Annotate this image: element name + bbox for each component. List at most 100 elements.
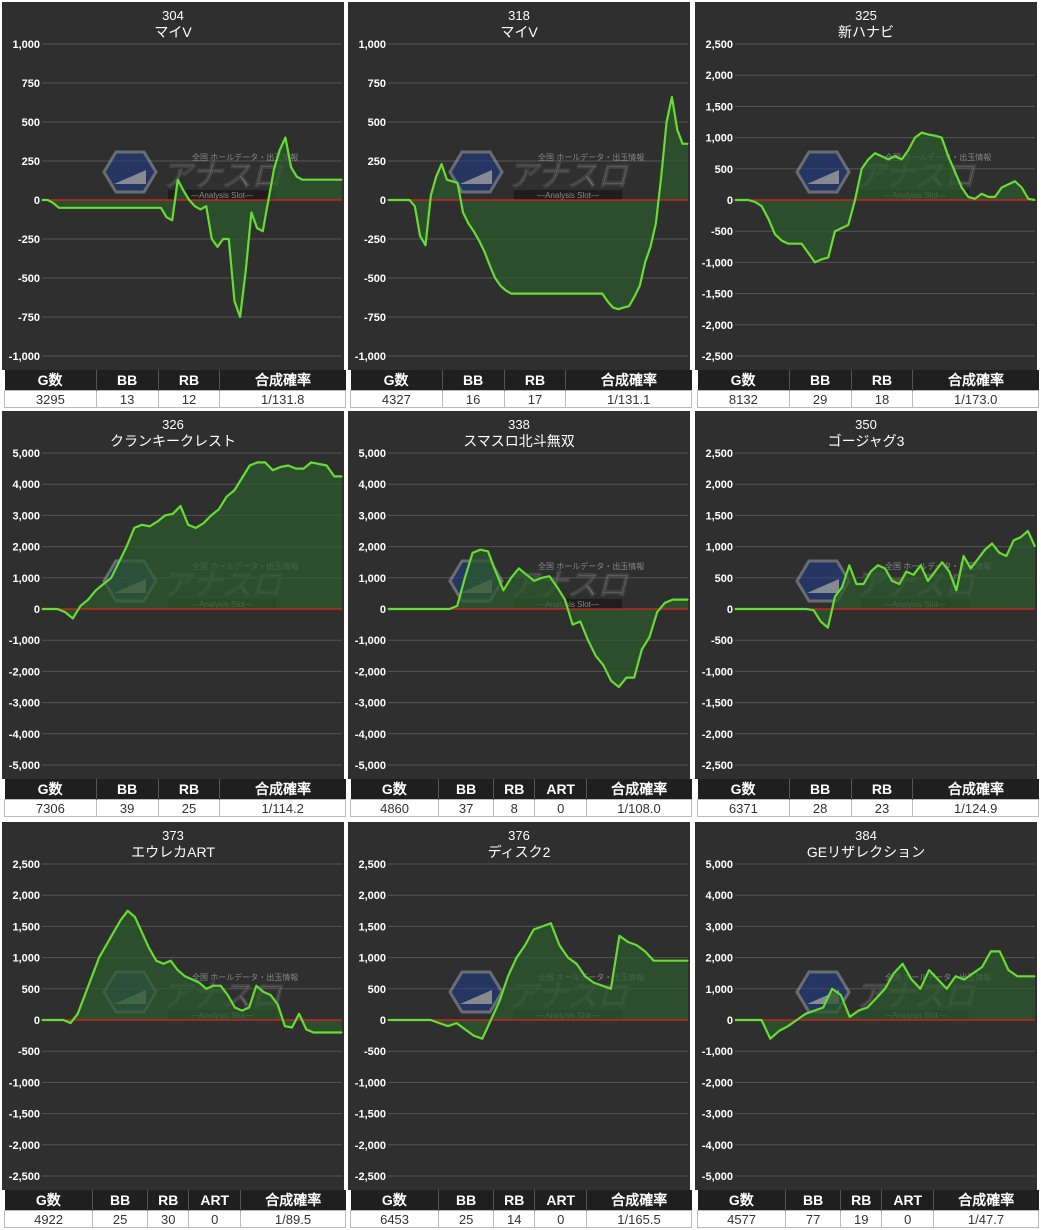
stats-header-cell: G数: [350, 370, 443, 391]
series-area: [388, 97, 688, 310]
data-point: [396, 1019, 398, 1021]
y-tick-label: -5,000: [355, 760, 386, 772]
stats-value-cell: 23: [850, 799, 914, 817]
data-point: [849, 1016, 851, 1018]
stats-value-cell: 0: [534, 799, 587, 817]
data-point: [464, 577, 466, 579]
stats-value-cell: 4860: [349, 799, 440, 817]
data-point: [595, 655, 597, 657]
data-point: [848, 564, 850, 566]
stats-header-cell: 合成確率: [912, 370, 1039, 391]
data-point: [102, 583, 105, 585]
stats-header-row: G数 BB RB ART 合成確率: [350, 779, 692, 800]
data-point: [617, 308, 619, 310]
data-point: [134, 916, 136, 918]
chart-subtitle: マイV: [500, 24, 538, 40]
data-point: [467, 222, 469, 224]
data-point: [887, 158, 889, 160]
data-point: [91, 975, 93, 977]
data-point: [256, 227, 258, 229]
y-tick-label: 1,500: [705, 101, 733, 113]
y-tick-label: -2,500: [9, 1171, 40, 1183]
data-point: [955, 975, 957, 977]
data-point: [324, 179, 326, 181]
y-tick-label: -750: [364, 312, 386, 324]
y-tick-label: -2,000: [355, 666, 386, 678]
data-point: [301, 179, 303, 181]
chart-subtitle: GEリザレクション: [807, 844, 925, 860]
stats-table: G数 BB RB 合成確率 4327 16 17 1/131.1: [350, 370, 692, 408]
stats-value-cell: 0: [881, 1210, 934, 1228]
logo-hexagon-icon: [102, 150, 158, 194]
data-point: [525, 574, 528, 576]
data-point: [633, 677, 635, 679]
y-tick-label: -2,000: [9, 666, 40, 678]
series-area: [735, 951, 1035, 1039]
watermark-tagline: —Analysis Slot—: [537, 600, 599, 609]
data-point: [914, 137, 916, 139]
data-point: [41, 199, 43, 201]
data-point: [920, 564, 922, 566]
chart-subtitle: 新ハナビ: [838, 24, 894, 40]
stats-value-cell: 17: [503, 390, 567, 408]
data-point: [295, 468, 297, 470]
data-point: [805, 1013, 807, 1015]
data-point: [524, 944, 526, 946]
data-point: [320, 1031, 322, 1034]
data-point: [55, 1019, 57, 1021]
data-point: [548, 575, 551, 577]
stats-header-cell: 合成確率: [219, 370, 346, 391]
stats-value-cell: 25: [92, 1210, 149, 1228]
data-point: [220, 985, 222, 987]
data-point: [954, 171, 956, 173]
stats-value-cell: 1/131.1: [565, 390, 692, 408]
y-tick-label: -1,000: [9, 1077, 40, 1089]
data-point: [464, 1028, 466, 1030]
data-point: [813, 609, 815, 611]
data-point: [972, 972, 974, 974]
stats-value-cell: 0: [188, 1210, 241, 1228]
data-point: [160, 207, 162, 209]
stats-header-cell: RB: [503, 370, 566, 391]
data-point: [627, 941, 629, 943]
y-tick-label: 0: [34, 604, 40, 616]
data-point: [499, 285, 502, 287]
stats-header-cell: G数: [4, 1190, 93, 1211]
data-point: [841, 586, 843, 588]
y-tick-label: 500: [368, 984, 386, 996]
stats-value-cell: 30: [147, 1210, 190, 1228]
data-point: [87, 599, 89, 601]
y-tick-label: -250: [364, 234, 386, 246]
data-point: [435, 176, 437, 178]
watermark-small-text: 全国 ホールデータ・出玉情報: [192, 972, 298, 982]
data-point: [867, 158, 869, 160]
data-point: [305, 1028, 307, 1030]
data-point: [118, 561, 120, 563]
data-point: [149, 525, 151, 527]
data-point: [64, 611, 66, 613]
y-tick-label: 1,000: [12, 39, 40, 51]
stats-value-cell: 29: [788, 390, 852, 408]
data-point: [574, 293, 577, 295]
data-point: [516, 957, 518, 959]
data-point: [841, 227, 843, 229]
data-point: [1001, 186, 1003, 189]
logo-swoosh-icon: [460, 170, 492, 184]
data-point: [934, 571, 936, 573]
data-point: [228, 238, 230, 240]
data-point: [741, 608, 743, 610]
y-tick-label: -750: [18, 312, 40, 324]
data-point: [421, 1019, 423, 1021]
data-point: [541, 925, 543, 927]
data-point: [854, 199, 856, 201]
data-point: [813, 1010, 815, 1012]
stats-table: G数 BB RB ART 合成確率 6453 25 14 0 1/165.5: [349, 1190, 693, 1228]
stats-header-cell: 合成確率: [932, 1190, 1039, 1211]
data-point: [875, 997, 877, 999]
data-point: [483, 250, 485, 253]
data-point: [155, 960, 157, 962]
data-point: [755, 608, 757, 610]
data-point: [438, 1022, 440, 1024]
